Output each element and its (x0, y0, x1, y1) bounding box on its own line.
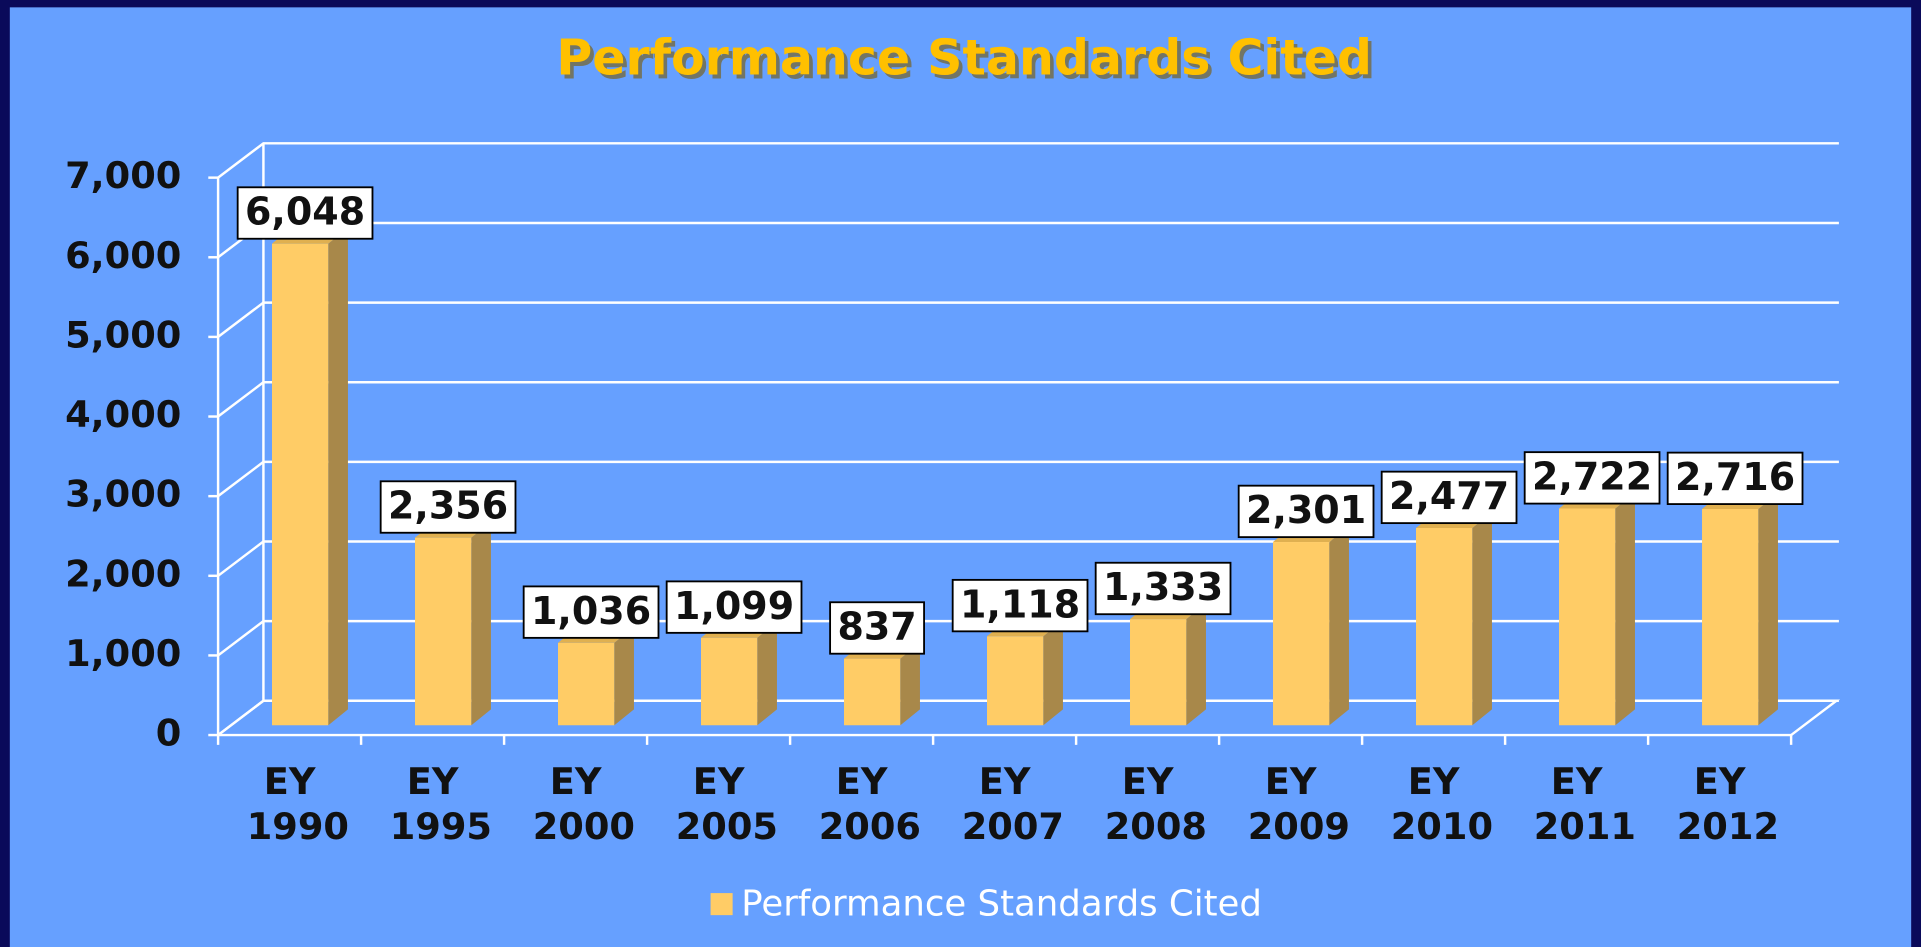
bar-side (471, 521, 491, 726)
value-label: 1,099 (674, 584, 794, 628)
x-tick-wrap: EY 2011 (1533, 760, 1637, 849)
legend-label: Performance Standards Cited (741, 883, 1262, 924)
value-label-box (951, 578, 1089, 633)
bar (557, 626, 634, 726)
value-label: 1,118 (960, 582, 1080, 626)
x-tick-label: EY 2008 (1104, 760, 1208, 849)
y-tick-label: 7,000 (65, 154, 181, 197)
value-label-box (665, 580, 803, 634)
value-label: 2,722 (1532, 455, 1652, 499)
bar-side (328, 227, 348, 726)
bar-front (1559, 508, 1616, 726)
bar-front (1702, 508, 1759, 726)
x-tick-label: EY 2005 (675, 760, 778, 849)
value-label: 2,477 (1389, 474, 1509, 518)
x-tick-label: EY 2009 (1247, 760, 1351, 849)
y-tick-label: 5,000 (65, 313, 181, 356)
value-label-box (522, 585, 660, 639)
bar-front (271, 243, 329, 726)
x-tick-wrap: EY 1990 (246, 760, 350, 849)
bar (1273, 526, 1349, 726)
x-tick-wrap: EY 2005 (675, 760, 778, 849)
bar-side (614, 626, 634, 726)
x-tick-wrap: EY 2009 (1247, 760, 1351, 849)
bar-front (844, 658, 901, 726)
bar-front (987, 636, 1044, 726)
x-tick-label: EY 1995 (389, 760, 492, 849)
bar (987, 620, 1063, 726)
y-tick-label: 4,000 (65, 393, 181, 436)
value-label: 2,716 (1675, 455, 1795, 499)
x-tick-wrap: EY 2007 (961, 760, 1065, 849)
title-shadow: Performance Standards Cited (560, 33, 1376, 90)
bar-side (757, 621, 777, 726)
chart-title: Performance Standards Cited (556, 30, 1372, 87)
x-tick-label: EY 2012 (1676, 760, 1780, 849)
legend-swatch (710, 893, 733, 916)
value-label-box (1523, 451, 1661, 505)
bar (271, 227, 348, 726)
bar-front (1416, 528, 1473, 726)
bar-side (1472, 512, 1492, 726)
value-label-box (829, 601, 925, 655)
x-tick-label: EY 2011 (1533, 760, 1637, 849)
y-tick-label: 6,000 (65, 234, 181, 277)
x-tick-label: EY 2000 (532, 760, 636, 849)
x-tick-wrap: EY 2010 (1390, 760, 1494, 849)
bar (701, 621, 777, 726)
bar-side (1329, 526, 1349, 726)
y-tick-label: 1,000 (65, 632, 181, 675)
bar (1702, 493, 1778, 726)
bar-side (1615, 492, 1635, 726)
bar-front (557, 642, 615, 726)
bar (844, 642, 920, 726)
x-tick-wrap: EY 2000 (532, 760, 636, 849)
y-tick-label: 2,000 (65, 552, 181, 595)
x-tick-label: EY 1990 (246, 760, 350, 849)
value-label: 1,036 (531, 589, 651, 633)
bar (1416, 512, 1492, 726)
value-label: 6,048 (245, 190, 365, 234)
value-label: 2,356 (388, 484, 508, 528)
x-tick-wrap: EY 2006 (818, 760, 922, 849)
x-tick-label: EY 2006 (818, 760, 922, 849)
value-label-box (1666, 451, 1804, 505)
x-tick-label: EY 2007 (961, 760, 1065, 849)
value-label: 2,301 (1246, 488, 1366, 532)
y-tick-label: 3,000 (65, 473, 181, 516)
bar-side (900, 642, 920, 726)
x-tick-wrap: EY 2012 (1676, 760, 1780, 849)
bar-front (701, 637, 758, 726)
value-label: 1,333 (1103, 565, 1223, 609)
bar-front (1273, 542, 1330, 726)
value-label-box (1094, 561, 1232, 616)
value-label-box (236, 186, 374, 240)
bar-front (1130, 619, 1187, 726)
y-tick-label: 0 (156, 712, 182, 755)
x-tick-wrap: EY 1995 (389, 760, 492, 849)
value-label: 837 (837, 605, 916, 649)
bar (414, 521, 491, 726)
bar (1130, 603, 1206, 726)
x-tick-label: EY 2010 (1390, 760, 1494, 849)
x-tick-wrap: EY 2008 (1104, 760, 1208, 849)
value-label-box (1380, 470, 1518, 525)
bar (1559, 492, 1635, 726)
bar-side (1758, 493, 1778, 726)
value-label-box (1237, 484, 1375, 539)
bar-front (414, 537, 472, 726)
bar-side (1043, 620, 1063, 726)
bar-side (1186, 603, 1206, 726)
value-label-box (379, 480, 517, 534)
